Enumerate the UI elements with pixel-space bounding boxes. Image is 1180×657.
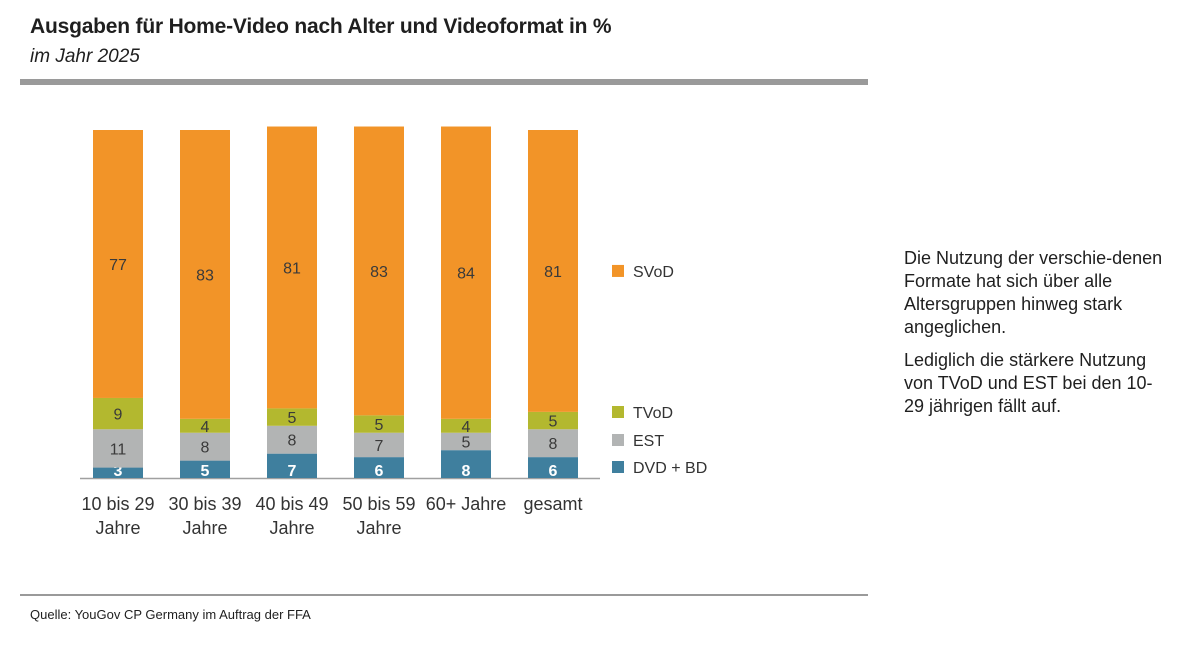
commentary-paragraph-1: Die Nutzung der verschie-denen Formate h… [904,248,1163,337]
data-label: 84 [457,266,475,283]
x-tick-label: Jahre [95,518,140,538]
x-tick-label: 10 bis 29 [81,494,154,514]
bar-segment [354,457,404,478]
bar-segment [354,432,404,458]
x-tick-label: Jahre [182,518,227,538]
data-label: 5 [375,417,384,434]
bar-segment [93,130,143,398]
bar-segment [441,418,491,433]
bar-segment [180,460,230,478]
bar-segment [267,126,317,409]
data-label: 5 [549,414,558,431]
x-tick-label: 60+ Jahre [426,494,507,514]
data-label: 7 [375,438,384,455]
data-label: 5 [288,410,297,427]
bar-segment [267,425,317,454]
data-label: 81 [283,260,301,277]
bar-segment [528,457,578,478]
data-label: 77 [109,257,127,274]
data-label: 4 [201,419,210,436]
data-label: 5 [201,463,210,480]
bar-segment [528,411,578,430]
data-label: 81 [544,264,562,281]
legend-label: EST [633,433,664,450]
bar-segment [267,453,317,478]
data-label: 11 [110,441,127,458]
data-label: 9 [114,407,123,424]
commentary: Die Nutzung der verschie-denen Formate h… [904,247,1164,428]
data-label: 8 [462,463,471,480]
bar-segment [354,415,404,433]
legend-label: TVoD [633,405,673,422]
bar-segment [180,432,230,461]
bar-segment [93,467,143,478]
bar-segment [528,429,578,458]
bar-segment [93,397,143,430]
data-label: 7 [288,463,297,480]
data-label: 83 [370,264,388,281]
x-tick-label: Jahre [356,518,401,538]
commentary-paragraph-2: Lediglich die stärkere Nutzung von TVoD … [904,350,1153,416]
x-tick-label: Jahre [269,518,314,538]
data-label: 4 [462,419,471,436]
data-label: 3 [114,463,123,480]
bar-segment [180,418,230,433]
source-note: Quelle: YouGov CP Germany im Auftrag der… [30,607,311,622]
top-divider [20,79,868,85]
legend-swatch [612,406,624,418]
data-label: 6 [549,463,558,480]
bar-segment [267,408,317,426]
bar-segment [180,130,230,419]
bar-segment [354,126,404,416]
x-tick-label: 40 bis 49 [255,494,328,514]
bar-segment [528,130,578,412]
bar-segment [441,126,491,419]
legend-swatch [612,461,624,473]
bar-segment [441,450,491,478]
chart-subtitle: im Jahr 2025 [30,46,140,67]
legend-label: SVoD [633,264,674,281]
data-label: 8 [549,436,558,453]
x-tick-label: 50 bis 59 [342,494,415,514]
x-tick-label: 30 bis 39 [168,494,241,514]
legend-swatch [612,264,624,277]
legend-swatch [612,434,624,446]
legend-label: DVD + BD [633,460,707,477]
chart-title: Ausgaben für Home-Video nach Alter und V… [30,15,612,38]
data-label: 8 [288,433,297,450]
data-label: 8 [201,440,210,457]
data-label: 6 [375,463,384,480]
bar-segment [441,432,491,451]
data-label: 83 [196,267,214,284]
data-label: 5 [462,434,471,451]
x-tick-label: gesamt [523,494,582,514]
bottom-divider [20,594,868,596]
bar-segment [93,429,143,468]
